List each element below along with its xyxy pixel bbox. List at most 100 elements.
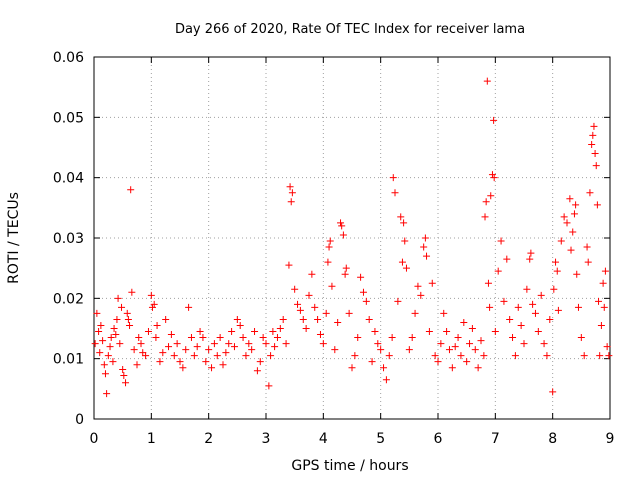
data-point (114, 294, 122, 302)
data-point (434, 358, 442, 366)
y-tick-label: 0.04 (53, 171, 84, 187)
data-point (305, 291, 313, 299)
data-point (331, 346, 339, 354)
x-tick-label: 9 (606, 431, 615, 447)
data-point (374, 340, 382, 348)
data-point (345, 309, 353, 317)
data-point (597, 321, 605, 329)
y-tick-label: 0.01 (53, 352, 84, 368)
data-point (101, 370, 109, 378)
data-point (408, 334, 416, 342)
data-point (572, 201, 580, 209)
data-point (262, 340, 270, 348)
data-point (242, 352, 250, 360)
data-point (167, 331, 175, 339)
data-point (527, 249, 535, 257)
data-point (484, 279, 492, 287)
data-point (96, 349, 104, 357)
data-point (133, 361, 141, 369)
data-point (316, 331, 324, 339)
data-point (534, 328, 542, 336)
data-point (471, 346, 479, 354)
data-point (511, 352, 519, 360)
data-point (148, 303, 156, 311)
data-point (104, 352, 112, 360)
data-point (112, 331, 120, 339)
data-point (423, 252, 431, 260)
data-point (385, 352, 393, 360)
y-tick-label: 0.06 (53, 50, 84, 66)
data-point (359, 288, 367, 296)
data-point (325, 243, 333, 251)
data-point (595, 297, 603, 305)
data-point (490, 116, 498, 124)
data-point (580, 352, 588, 360)
data-point (523, 285, 531, 293)
data-point (130, 346, 138, 354)
x-tick-label: 2 (204, 431, 213, 447)
data-point (123, 309, 131, 317)
data-point (526, 255, 534, 263)
data-point (100, 361, 108, 369)
data-point (139, 349, 147, 357)
data-point (153, 321, 161, 329)
data-point (394, 297, 402, 305)
data-point (380, 364, 388, 372)
data-point (296, 306, 304, 314)
data-point (286, 183, 294, 191)
data-point (299, 315, 307, 323)
data-point (205, 346, 213, 354)
data-point (342, 264, 350, 272)
data-point (326, 237, 334, 245)
data-point (460, 318, 468, 326)
data-point (110, 325, 118, 332)
data-point (120, 372, 128, 380)
data-point (199, 334, 207, 342)
x-tick-label: 8 (548, 431, 557, 447)
data-point (421, 234, 429, 242)
data-point (463, 358, 471, 366)
data-point (119, 366, 127, 374)
data-point (368, 358, 376, 366)
data-point (397, 213, 405, 221)
data-point (540, 340, 548, 348)
data-point (97, 321, 105, 329)
data-point (553, 267, 561, 275)
data-point (382, 376, 390, 384)
data-point (420, 243, 428, 251)
data-point (107, 334, 115, 342)
data-point (520, 340, 528, 348)
data-point (377, 346, 385, 354)
data-point (314, 315, 322, 323)
data-point (503, 255, 511, 263)
data-point (291, 285, 299, 293)
data-point (494, 267, 502, 275)
data-point (109, 358, 117, 366)
data-point (573, 270, 581, 278)
data-point (137, 340, 145, 348)
data-point (253, 367, 261, 375)
data-point (124, 315, 132, 323)
data-point (182, 346, 190, 354)
data-point (411, 309, 419, 317)
data-point (269, 328, 277, 336)
data-point (486, 303, 494, 311)
data-point (239, 334, 247, 342)
data-point (482, 198, 490, 206)
data-point (213, 352, 221, 360)
data-point (179, 364, 187, 372)
y-tick-label: 0.03 (53, 231, 84, 247)
data-point (601, 267, 609, 275)
data-point (437, 340, 445, 348)
data-point (400, 219, 408, 227)
data-point (506, 315, 514, 323)
data-point (152, 334, 160, 342)
data-point (451, 343, 459, 351)
data-point (126, 321, 134, 329)
data-point (294, 300, 302, 308)
data-point (550, 285, 558, 293)
data-point (222, 349, 230, 357)
data-point (185, 303, 193, 311)
data-point (128, 288, 136, 296)
